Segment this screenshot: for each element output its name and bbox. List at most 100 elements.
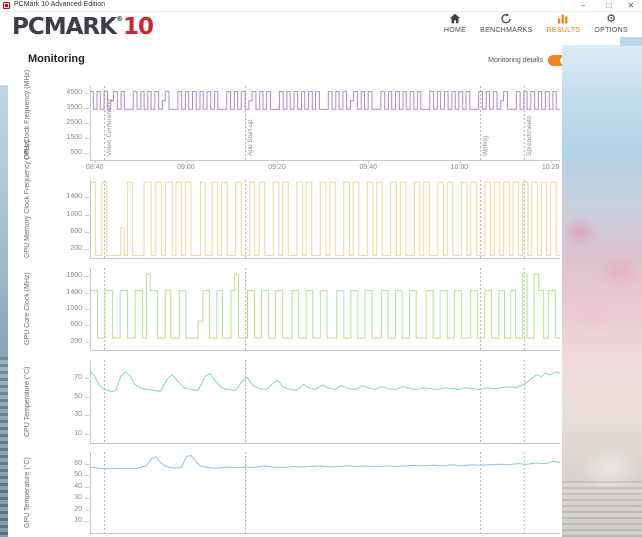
y-tick-label: 30: [74, 411, 82, 419]
window-title: PCMark 10 Advanced Edition: [14, 1, 106, 8]
nav-home-label: HOME: [443, 27, 467, 34]
y-tick-label: 10: [74, 429, 82, 437]
y-tick-label: 1800: [66, 272, 82, 280]
plot-cpu-clock-frequency: [90, 86, 560, 163]
y-tick-mark: [85, 415, 89, 417]
y-tick-label: 4500: [66, 89, 82, 97]
maximize-button[interactable]: □: [606, 1, 612, 10]
plot-cpu-temperature: [89, 360, 561, 444]
y-tick-label: 3500: [66, 104, 82, 112]
monitoring-details-label: Monitoring details: [488, 57, 543, 64]
registered-mark: ®: [115, 15, 123, 23]
y-tick-label: 50: [74, 392, 82, 400]
y-tick-mark: [85, 433, 89, 435]
x-tick-label: 09:40: [359, 164, 377, 171]
y-tick-label: 1000: [66, 210, 82, 218]
y-axis-title: GPU Core Clock (MHz): [24, 272, 31, 346]
y-tick-mark: [85, 276, 89, 278]
home-icon: [449, 13, 461, 24]
y-tick-mark: [85, 521, 89, 523]
series-gpu-memory-clock-frequency: [90, 181, 560, 256]
y-tick-mark: [85, 292, 89, 294]
y-tick-mark: [85, 123, 89, 124]
y-tick-mark: [85, 152, 89, 154]
y-tick-mark: [85, 325, 89, 327]
wallpaper-building-left: [0, 357, 8, 537]
nav-results-label: RESULTS: [546, 27, 581, 34]
y-tick-mark: [85, 498, 89, 500]
y-tick-mark: [85, 137, 89, 139]
y-tick-mark: [85, 93, 89, 95]
nav-home[interactable]: HOME: [444, 13, 466, 34]
y-tick-label: 10: [74, 517, 82, 525]
y-tick-label: 2500: [66, 119, 82, 126]
close-button[interactable]: ✕: [627, 1, 635, 10]
y-tick-label: 1500: [66, 133, 82, 141]
y-tick-mark: [85, 341, 89, 343]
workload-marker-label: App Start-up: [247, 119, 255, 157]
logo-number: 10: [122, 14, 154, 40]
x-tick-label: 10:20: [541, 164, 560, 171]
logo-brand-text: PCMARK: [12, 14, 117, 40]
desktop-wallpaper-fragment: [620, 37, 642, 46]
y-tick-label: 200: [70, 245, 82, 253]
x-tick-label: 09:20: [268, 164, 286, 171]
y-tick-mark: [85, 463, 89, 465]
y-axis-title: GPU Memory Clock Frequency (MHz): [24, 140, 31, 258]
y-tick-label: 200: [70, 337, 82, 345]
y-tick-mark: [85, 378, 89, 380]
y-tick-mark: [85, 214, 89, 216]
y-tick-label: 20: [74, 505, 82, 513]
y-tick-mark: [85, 309, 89, 310]
y-tick-label: 30: [74, 494, 82, 502]
y-tick-mark: [85, 396, 89, 398]
app-icon: [3, 2, 10, 9]
y-axis-title: CPU Temperature (°C): [24, 366, 31, 437]
y-tick-mark: [85, 232, 89, 233]
monitoring-details-row: Monitoring details: [470, 55, 570, 66]
wallpaper-building: [562, 481, 642, 537]
nav-options-label: OPTIONS: [594, 27, 628, 34]
gear-icon: ⚙: [606, 12, 617, 25]
y-tick-mark: [85, 197, 89, 199]
desktop-wallpaper-left: [0, 85, 8, 537]
y-tick-mark: [85, 108, 89, 110]
nav-benchmarks-label: BENCHMARKS: [480, 27, 533, 34]
y-tick-label: 1000: [66, 305, 82, 312]
x-tick-label: 10:00: [450, 164, 469, 171]
workload-marker-label: Writing: [482, 135, 490, 156]
main-nav: HOME BENCHMARKS RESULTS ⚙ OPTIONS: [444, 13, 628, 34]
series-gpu-temperature: [89, 454, 561, 470]
plot-gpu-core-clock: [90, 268, 560, 351]
desktop-wallpaper-right: [562, 45, 642, 537]
plot-gpu-memory-clock-frequency: [90, 180, 560, 259]
series-cpu-temperature: [89, 370, 561, 392]
series-cpu-clock-frequency: [90, 91, 560, 110]
x-tick-label: 08:40: [85, 164, 104, 171]
nav-results[interactable]: RESULTS: [547, 13, 581, 34]
y-tick-label: 70: [74, 374, 82, 382]
y-tick-mark: [85, 486, 89, 488]
nav-benchmarks[interactable]: BENCHMARKS: [480, 13, 532, 34]
refresh-icon: [501, 13, 511, 24]
minimize-button[interactable]: –: [580, 1, 586, 10]
y-tick-label: 600: [70, 228, 82, 235]
page-title: Monitoring: [28, 53, 85, 65]
x-tick-label: 09:00: [177, 164, 195, 171]
pcmark-logo: PCMARK®10: [12, 14, 154, 40]
y-tick-label: 60: [74, 459, 82, 467]
workload-marker-label: Spreadsheets: [525, 115, 533, 156]
plot-gpu-temperature: [89, 452, 561, 534]
workload-marker-label: Video Conferencing: [106, 99, 114, 156]
y-tick-mark: [85, 475, 89, 477]
y-tick-label: 40: [74, 482, 82, 490]
y-tick-label: 500: [70, 148, 82, 156]
series-gpu-core-clock: [90, 273, 560, 339]
y-tick-label: 1400: [66, 288, 82, 296]
title-bar: PCMark 10 Advanced Edition – □ ✕: [0, 0, 642, 12]
y-tick-label: 50: [74, 471, 82, 479]
y-tick-mark: [85, 249, 89, 251]
y-tick-mark: [85, 509, 89, 511]
nav-options[interactable]: ⚙ OPTIONS: [594, 13, 628, 34]
